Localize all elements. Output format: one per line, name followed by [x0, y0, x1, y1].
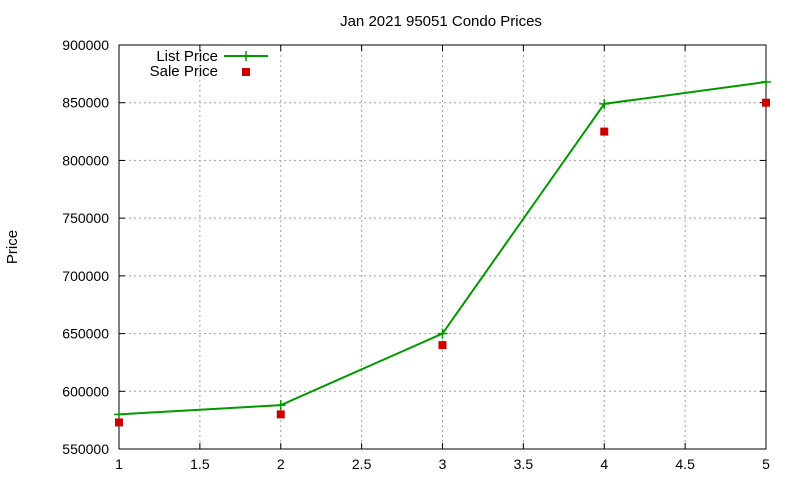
legend-marker-sale-price — [242, 68, 250, 76]
y-tick-label: 800000 — [62, 152, 109, 168]
legend-sample-list-price — [224, 51, 268, 61]
x-tick-label: 3.5 — [514, 456, 534, 472]
chart-title: Jan 2021 95051 Condo Prices — [340, 13, 542, 30]
sale-price-point — [762, 98, 770, 107]
x-tick-label: 2.5 — [352, 456, 372, 472]
y-tick-label: 750000 — [62, 210, 109, 226]
list-price-point — [114, 409, 124, 420]
y-tick-label: 850000 — [62, 95, 109, 111]
y-tick-label: 650000 — [62, 326, 109, 342]
sale-price-point — [115, 418, 123, 427]
axis-ticks: 1 1.5 2 2.5 3 3.5 4 4.5 5 550000 600000 650000 70000… — [62, 37, 770, 472]
x-tick-label: 1.5 — [190, 456, 210, 472]
sale-price-point — [438, 341, 447, 350]
y-tick-label: 600000 — [62, 383, 109, 399]
y-axis-label: Price — [4, 230, 21, 264]
x-tick-label: 4 — [600, 456, 608, 472]
sale-price-point — [276, 410, 285, 419]
legend-label-list-price: List Price — [156, 48, 218, 65]
x-tick-label: 3 — [439, 456, 447, 472]
list-price-point — [761, 76, 771, 87]
legend-marker-list-price — [241, 51, 251, 61]
x-tick-label: 2 — [277, 456, 285, 472]
y-tick-label: 700000 — [62, 268, 109, 284]
x-tick-label: 4.5 — [675, 456, 695, 472]
sale-price-point — [600, 127, 609, 136]
legend-sample-sale-price — [242, 68, 250, 76]
list-price-point — [599, 98, 610, 109]
x-tick-label: 1 — [115, 456, 123, 472]
list-price-point — [437, 328, 448, 339]
x-tick-label: 5 — [762, 456, 770, 472]
legend: List Price Sale Price — [150, 48, 268, 80]
y-tick-label: 550000 — [62, 441, 109, 457]
grid-lines — [119, 45, 766, 449]
series-layer — [114, 76, 771, 427]
y-tick-label: 900000 — [62, 37, 109, 53]
legend-label-sale-price: Sale Price — [150, 63, 218, 80]
list-price-point — [275, 400, 286, 411]
